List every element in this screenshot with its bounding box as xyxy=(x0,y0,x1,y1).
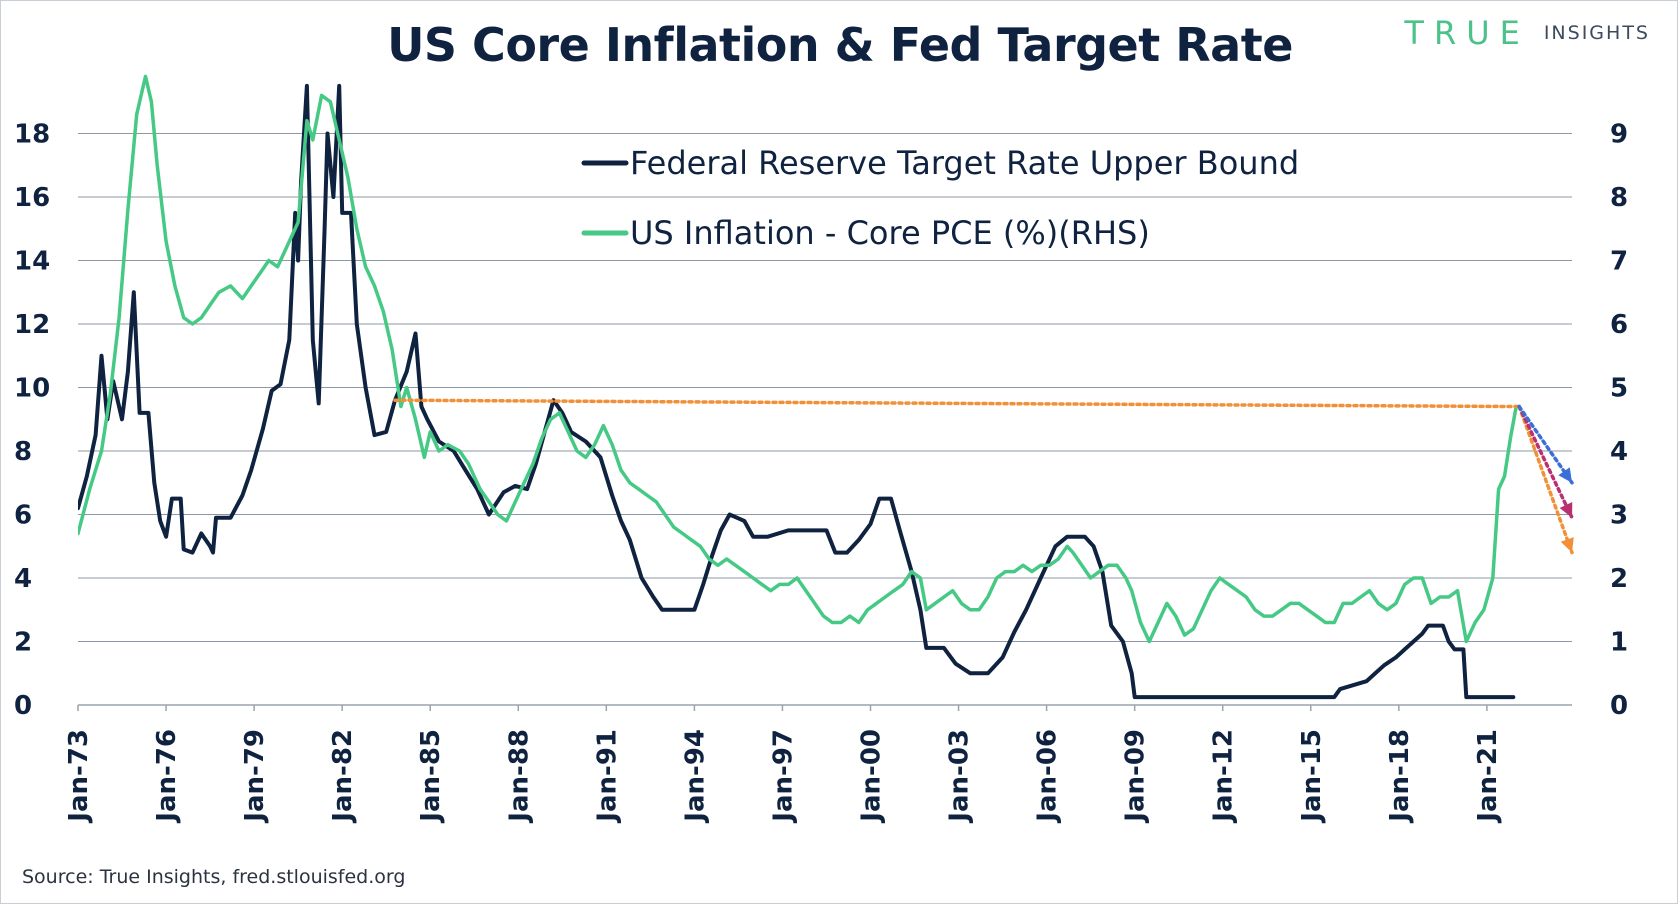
legend: Federal Reserve Target Rate Upper Bound U… xyxy=(581,144,1299,252)
y-left-tick-label: 12 xyxy=(14,310,50,340)
y-left-tick-label: 2 xyxy=(14,628,32,658)
x-tick-label: Jan-73 xyxy=(64,729,94,824)
y-left-tick-label: 16 xyxy=(14,183,50,213)
y-right-tick-label: 7 xyxy=(1610,247,1628,277)
projection-low-line xyxy=(1517,404,1574,555)
projection-high-arrowhead xyxy=(1558,467,1572,483)
x-tick-label: Jan-21 xyxy=(1473,729,1503,824)
brand-name: TRUE xyxy=(1404,14,1530,52)
x-tick-label: Jan-82 xyxy=(328,729,358,824)
y-right-tick-label: 4 xyxy=(1610,437,1628,467)
y-right-tick-label: 8 xyxy=(1610,183,1628,213)
projection-low-arrowhead xyxy=(1560,537,1574,553)
brand-subname: INSIGHTS xyxy=(1543,22,1650,44)
y-right-tick-label: 9 xyxy=(1610,120,1628,150)
projection-mid-line xyxy=(1517,404,1574,520)
core-pce-line xyxy=(78,74,1518,644)
x-tick-label: Jan-09 xyxy=(1121,729,1151,824)
x-tick-label: Jan-85 xyxy=(416,729,446,824)
legend-label-core-pce: US Inflation - Core PCE (%)(RHS) xyxy=(630,214,1150,252)
y-left-tick-label: 0 xyxy=(14,691,32,721)
reference-level-line xyxy=(393,398,1521,409)
y-left-tick-label: 18 xyxy=(14,120,50,150)
x-tick-label: Jan-91 xyxy=(592,729,622,824)
y-right-tick-label: 6 xyxy=(1610,310,1628,340)
y-right-tick-label: 5 xyxy=(1610,374,1628,404)
y-right-tick-label: 3 xyxy=(1610,501,1628,531)
x-tick-label: Jan-03 xyxy=(945,729,975,824)
y-right-tick-label: 2 xyxy=(1610,564,1628,594)
x-tick-label: Jan-15 xyxy=(1297,729,1327,824)
source-note: Source: True Insights, fred.stlouisfed.o… xyxy=(22,866,406,888)
y-left-tick-label: 8 xyxy=(14,437,32,467)
x-tick-label: Jan-06 xyxy=(1033,729,1063,824)
projection-high-line xyxy=(1517,404,1574,485)
x-tick-label: Jan-97 xyxy=(768,729,798,824)
x-tick-label: Jan-94 xyxy=(680,729,710,824)
legend-label-fed-rate: Federal Reserve Target Rate Upper Bound xyxy=(630,144,1299,182)
y-left-tick-label: 14 xyxy=(14,247,50,277)
plot-area xyxy=(78,74,1518,700)
x-tick-label: Jan-18 xyxy=(1385,729,1415,824)
y-right-tick-label: 1 xyxy=(1610,628,1628,658)
y-left-tick-label: 4 xyxy=(14,564,32,594)
y-left-tick-label: 10 xyxy=(14,374,50,404)
x-tick-label: Jan-79 xyxy=(240,729,270,824)
x-tick-label: Jan-88 xyxy=(504,729,534,824)
y-right-tick-label: 0 xyxy=(1610,691,1628,721)
x-tick-label: Jan-00 xyxy=(856,729,886,824)
projection-mid-arrowhead xyxy=(1559,502,1573,518)
x-tick-label: Jan-76 xyxy=(152,729,182,824)
brand-logo: TRUE INSIGHTS xyxy=(1404,14,1650,52)
chart-title: US Core Inflation & Fed Target Rate xyxy=(387,18,1293,72)
x-tick-label: Jan-12 xyxy=(1209,729,1239,824)
y-left-tick-label: 6 xyxy=(14,501,32,531)
